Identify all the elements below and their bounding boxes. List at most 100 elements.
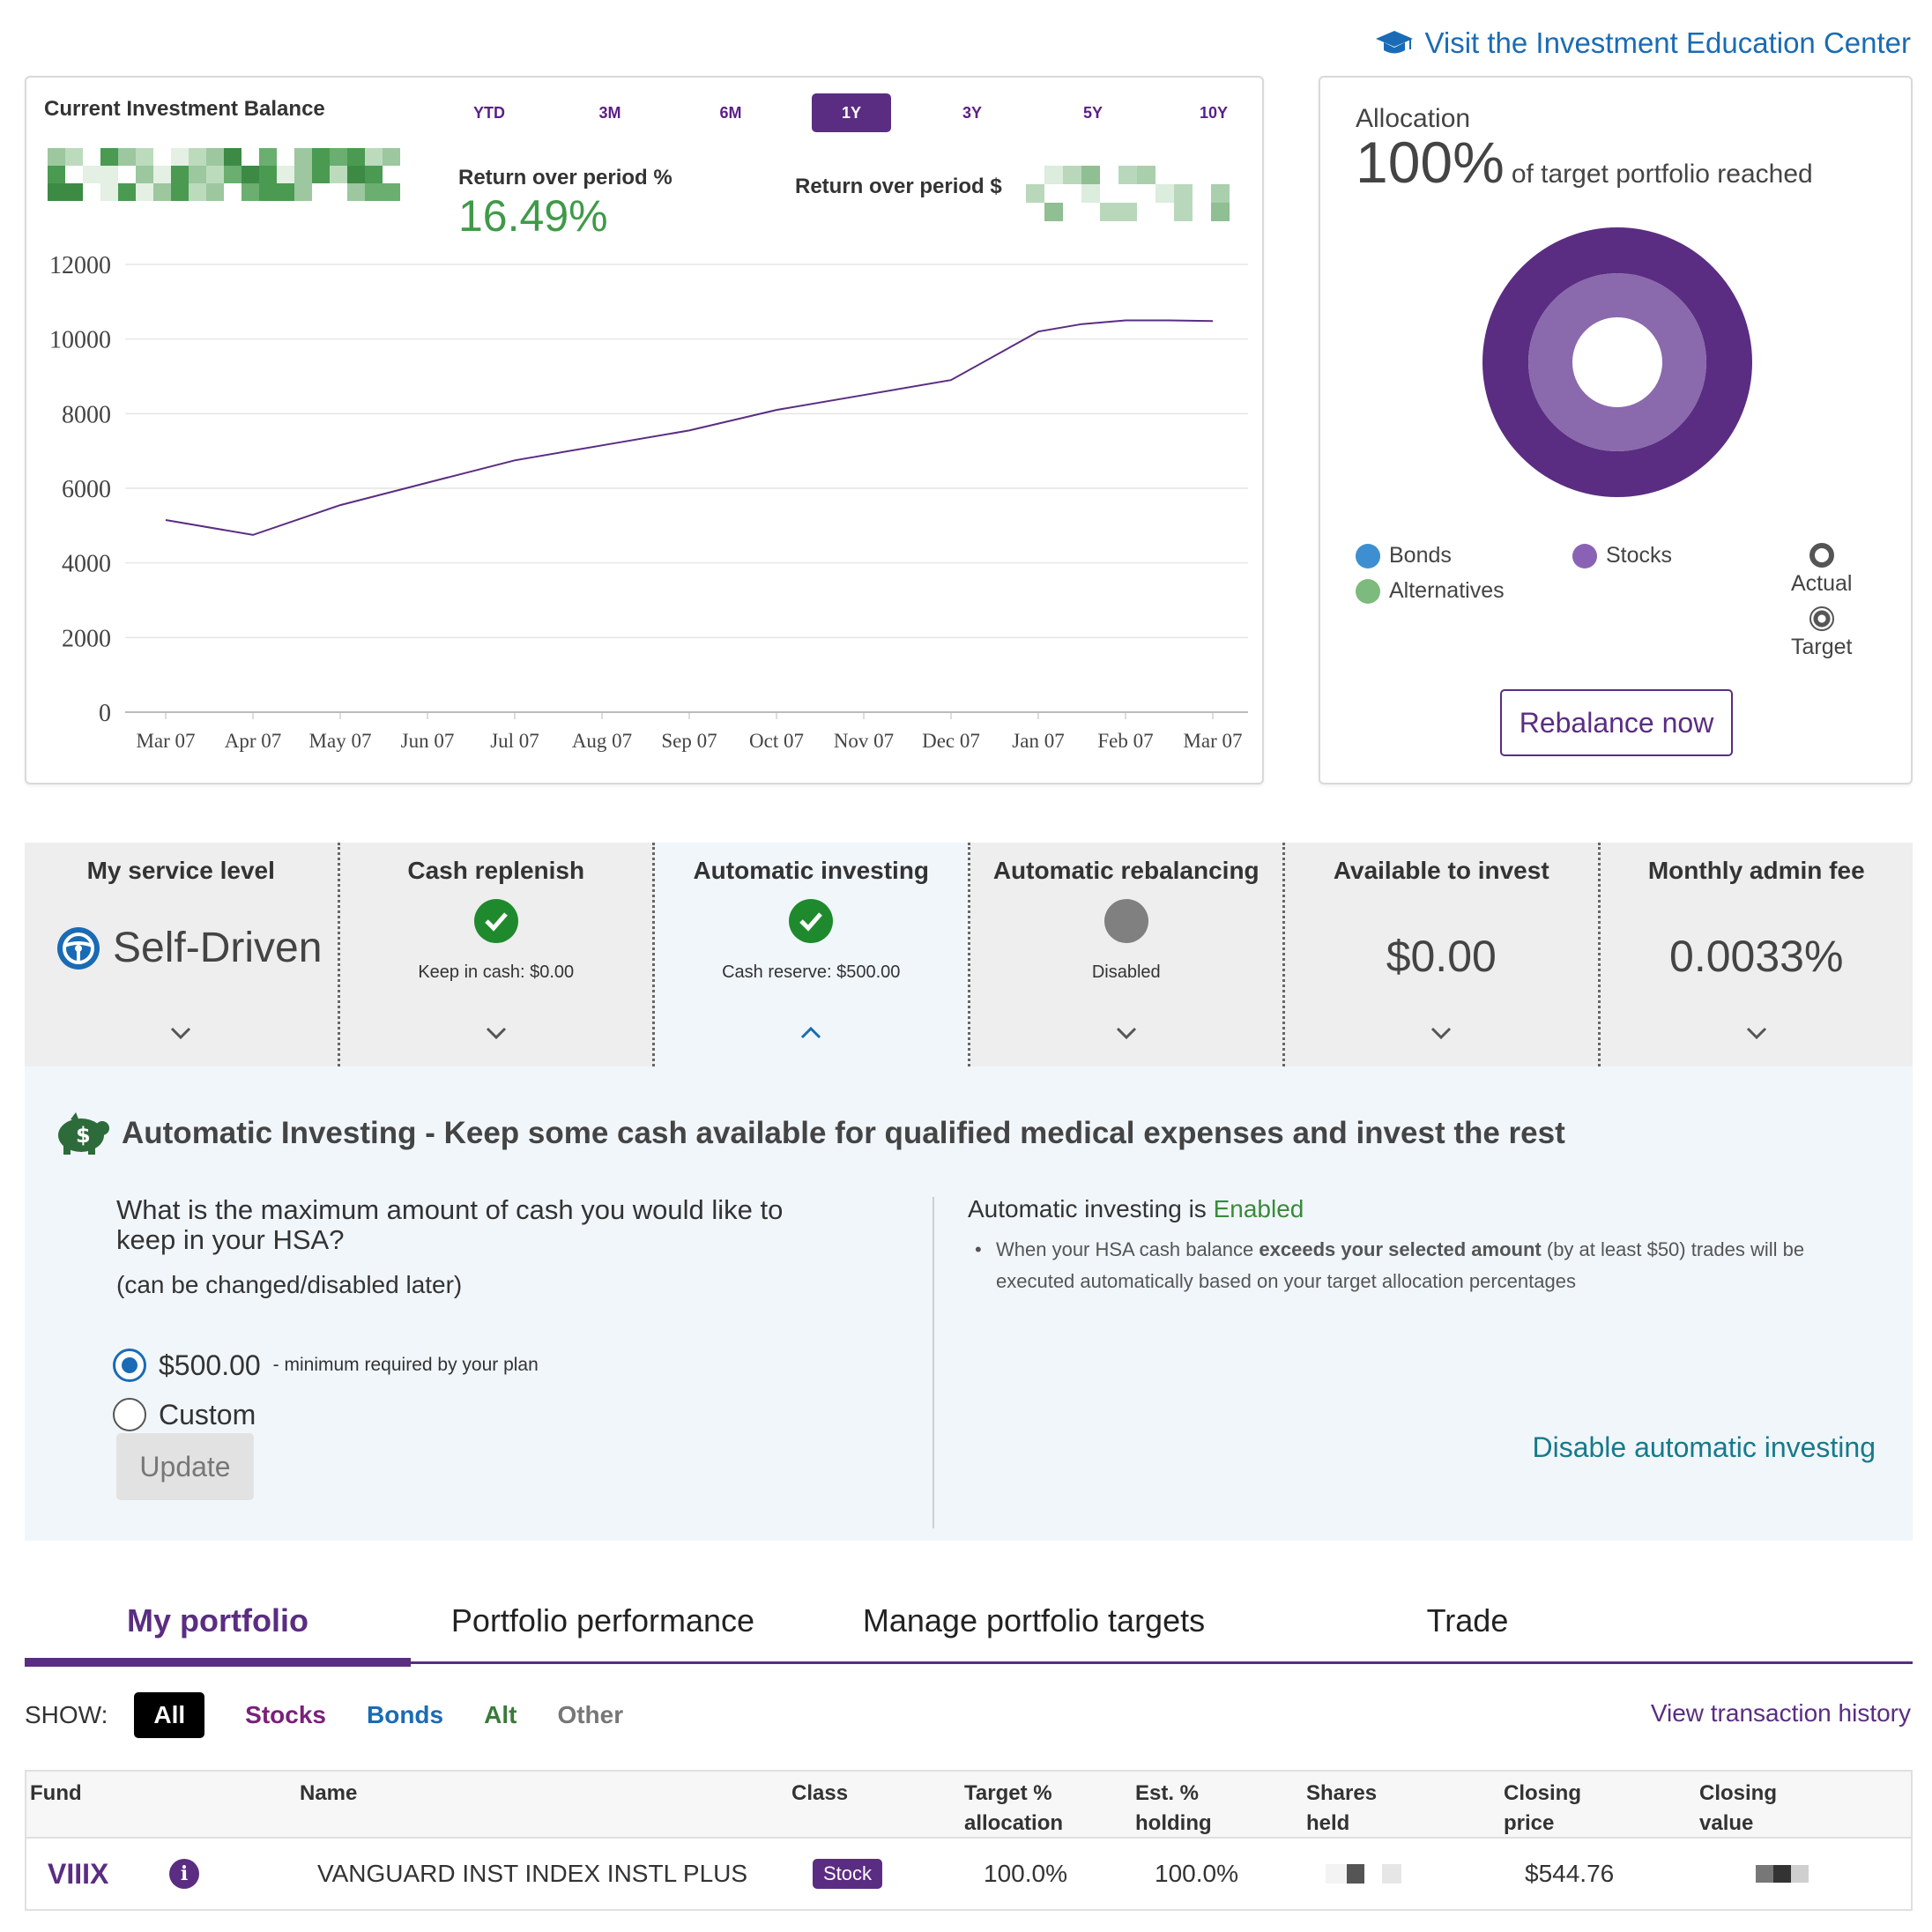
x-tick-label: May 07 — [309, 730, 372, 752]
update-button[interactable]: Update — [116, 1433, 254, 1500]
header-price-line2: price — [1504, 1811, 1555, 1835]
header-est-line1: Est. % — [1135, 1781, 1200, 1805]
allocation-percent: 100% — [1356, 130, 1505, 195]
steering-wheel-icon — [57, 926, 100, 970]
header-closing-price: Closing price — [1504, 1779, 1581, 1839]
period-tab-10y[interactable]: 10Y — [1199, 103, 1229, 122]
chevron-down-icon[interactable] — [1744, 1024, 1769, 1042]
period-tab-5y[interactable]: 5Y — [1082, 103, 1103, 122]
x-tick-label: Jun 07 — [401, 730, 455, 752]
tile-monthly-admin-fee[interactable]: Monthly admin fee 0.0033% — [1600, 843, 1913, 1066]
return-dollar-label: Return over period $ — [795, 175, 1002, 198]
cash-question-note: (can be changed/disabled later) — [116, 1271, 463, 1298]
service-level-text: Self-Driven — [113, 925, 323, 971]
redacted-shares-held — [1326, 1839, 1401, 1909]
filter-stocks[interactable]: Stocks — [245, 1701, 326, 1728]
x-tick-label: Jul 07 — [490, 730, 539, 752]
chevron-down-icon[interactable] — [1114, 1024, 1139, 1042]
filter-row: SHOW: All Stocks Bonds Alt Other — [25, 1692, 664, 1738]
automatic-investing-panel: $ Automatic Investing - Keep some cash a… — [25, 1066, 1913, 1541]
tile-automatic-rebalancing[interactable]: Automatic rebalancing Disabled — [970, 843, 1285, 1066]
y-tick-label: 6000 — [62, 476, 111, 503]
legend-bonds-label: Bonds — [1389, 543, 1452, 568]
tab-portfolio-performance[interactable]: Portfolio performance — [450, 1602, 755, 1638]
tile-available-to-invest[interactable]: Available to invest $0.00 — [1285, 843, 1601, 1066]
tab-manage-portfolio-targets[interactable]: Manage portfolio targets — [862, 1602, 1206, 1638]
rebalance-now-button[interactable]: Rebalance now — [1500, 689, 1733, 756]
tile-automatic-investing[interactable]: Automatic investing Cash reserve: $500.0… — [655, 843, 970, 1066]
chevron-down-icon[interactable] — [168, 1024, 193, 1042]
header-shares-held: Shares held — [1306, 1779, 1377, 1839]
filter-alt[interactable]: Alt — [484, 1701, 517, 1728]
option-minimum-hint: - minimum required by your plan — [272, 1355, 539, 1375]
status-prefix: Automatic investing is — [968, 1195, 1214, 1222]
chevron-down-icon[interactable] — [1429, 1024, 1453, 1042]
view-transaction-history-link[interactable]: View transaction history — [1650, 1699, 1911, 1727]
x-tick-label: Sep 07 — [661, 730, 717, 752]
check-circle-icon — [473, 899, 518, 943]
y-tick-label: 4000 — [62, 551, 111, 578]
header-value-line1: Closing — [1699, 1781, 1777, 1805]
disable-automatic-investing-link[interactable]: Disable automatic investing — [1532, 1431, 1876, 1463]
show-label: SHOW: — [25, 1701, 108, 1728]
alternatives-swatch-icon — [1356, 578, 1380, 604]
balance-line-chart: 12000 10000 8000 6000 4000 2000 0 Mar 07 Apr 07… — [49, 252, 1248, 752]
disabled-circle-icon — [1103, 899, 1148, 943]
filter-all[interactable]: All — [134, 1692, 205, 1738]
education-center-link[interactable]: Visit the Investment Education Center — [1375, 26, 1911, 60]
header-est-line2: holding — [1135, 1811, 1212, 1835]
est-holding-value: 100.0% — [1155, 1860, 1238, 1887]
header-target-line2: allocation — [964, 1811, 1064, 1835]
education-center-text[interactable]: Visit the Investment Education Center — [1424, 26, 1911, 59]
target-ring — [1528, 273, 1706, 451]
x-tick-label: Jan 07 — [1012, 730, 1064, 752]
x-tick-label: Dec 07 — [922, 730, 980, 752]
table-row: VIIIX i VANGUARD INST INDEX INSTL PLUS S… — [26, 1839, 1911, 1909]
fund-code-link[interactable]: VIIIX — [48, 1857, 109, 1890]
panel-divider — [933, 1197, 934, 1528]
checkmark-icon — [484, 912, 508, 932]
option-custom[interactable]: Custom — [113, 1398, 256, 1431]
status-value: Enabled — [1213, 1195, 1304, 1222]
period-tab-ytd[interactable]: YTD — [473, 103, 505, 122]
period-tab-3m[interactable]: 3M — [598, 103, 621, 122]
x-tick-label: Apr 07 — [225, 730, 282, 752]
bullet-text-post: (by at least $50) trades will be execute… — [996, 1238, 1805, 1292]
header-fund: Fund — [30, 1781, 82, 1805]
allocation-subtitle: of target portfolio reached — [1511, 160, 1813, 189]
checkmark-icon — [799, 912, 823, 932]
radio-custom[interactable] — [113, 1398, 146, 1431]
tile-service-level[interactable]: My service level Self-Driven — [25, 843, 340, 1066]
automatic-investing-status: Automatic investing is Enabled — [968, 1195, 1304, 1223]
tab-my-portfolio[interactable]: My portfolio — [25, 1578, 411, 1667]
filter-other[interactable]: Other — [557, 1701, 624, 1728]
actual-ring-icon — [1809, 543, 1834, 568]
header-shares-line1: Shares — [1306, 1781, 1378, 1805]
info-icon[interactable]: i — [169, 1859, 199, 1889]
period-tab-1y[interactable]: 1Y — [812, 93, 891, 132]
svg-text:$: $ — [76, 1123, 91, 1148]
tile-automatic-investing-title: Automatic investing — [693, 857, 930, 884]
radio-minimum[interactable] — [113, 1349, 146, 1382]
period-tab-3y[interactable]: 3Y — [962, 103, 983, 122]
legend-target-label: Target — [1791, 635, 1853, 659]
target-allocation-value: 100.0% — [984, 1860, 1067, 1887]
chevron-down-icon[interactable] — [484, 1024, 509, 1042]
tile-automatic-rebalancing-title: Automatic rebalancing — [992, 857, 1260, 884]
legend-stocks-label: Stocks — [1606, 543, 1673, 568]
header-value-line2: value — [1699, 1811, 1754, 1835]
header-class: Class — [791, 1781, 849, 1805]
period-tab-6m[interactable]: 6M — [719, 103, 742, 122]
tile-automatic-rebalancing-sub: Disabled — [1091, 962, 1161, 982]
option-minimum[interactable]: $500.00 - minimum required by your plan — [113, 1349, 539, 1382]
closing-price-value: $544.76 — [1525, 1860, 1615, 1887]
period-tabs: YTD 3M 6M 1Y 3Y 5Y 10Y — [450, 93, 1295, 132]
automatic-investing-explanation: When your HSA cash balance exceeds your … — [975, 1234, 1839, 1297]
header-price-line1: Closing — [1504, 1781, 1581, 1805]
legend-bonds: Bonds — [1356, 543, 1452, 568]
tab-trade[interactable]: Trade — [1426, 1602, 1509, 1638]
legend-target: Target — [1791, 606, 1852, 660]
filter-bonds[interactable]: Bonds — [367, 1701, 444, 1728]
chevron-up-icon[interactable] — [799, 1024, 823, 1042]
tile-cash-replenish[interactable]: Cash replenish Keep in cash: $0.00 — [339, 843, 655, 1066]
